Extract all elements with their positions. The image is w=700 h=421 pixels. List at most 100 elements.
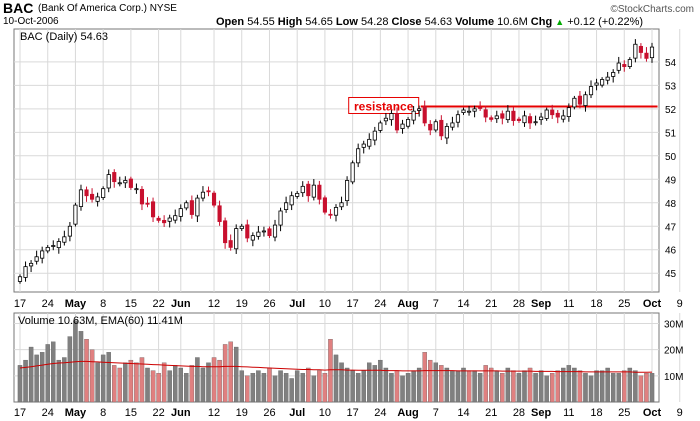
- volume-bar: [100, 354, 106, 403]
- volume-x-tick-label: 10: [319, 407, 331, 419]
- candle-body: [616, 62, 621, 71]
- candle-body: [317, 184, 322, 200]
- volume-bar: [339, 362, 344, 403]
- candle-body: [478, 107, 483, 109]
- candle-body: [162, 219, 167, 224]
- price-x-tick-label: May: [65, 298, 87, 310]
- volume-x-tick-label: Aug: [397, 407, 418, 419]
- volume-bar: [444, 367, 450, 403]
- candle-body: [272, 224, 278, 238]
- volume-bar: [466, 370, 472, 403]
- candle-body: [228, 240, 233, 248]
- price-x-tick-label: Jul: [289, 298, 305, 310]
- candle-body: [333, 207, 339, 216]
- volume-bar: [156, 373, 161, 403]
- candle-body: [23, 266, 28, 278]
- volume-bar: [245, 375, 250, 403]
- candle-body: [234, 228, 239, 250]
- candle-body: [649, 46, 655, 59]
- volume-bar: [167, 370, 172, 403]
- volume-bar: [211, 357, 217, 403]
- volume-x-tick-label: 25: [618, 407, 630, 419]
- volume-x-tick-label: 9: [677, 407, 683, 419]
- price-x-tick-label: Jun: [171, 298, 191, 310]
- volume-legend: Volume 10.63M, EMA(60) 11.41M: [18, 315, 183, 327]
- volume-x-tick-label: May: [65, 407, 87, 419]
- candle-body: [95, 196, 100, 202]
- candle-body: [145, 202, 150, 205]
- candle-body: [539, 116, 544, 121]
- open-value: 54.55: [247, 16, 275, 28]
- volume-axis: 10M 20M 30M: [664, 319, 683, 382]
- volume-bar: [583, 373, 588, 403]
- candle-body: [383, 117, 388, 122]
- volume-bar: [599, 370, 605, 403]
- volume-bar: [461, 367, 466, 403]
- volume-bar: [134, 362, 139, 403]
- candle-body: [112, 172, 117, 183]
- candle-body: [128, 178, 133, 188]
- candle-body: [62, 236, 67, 243]
- candle-body: [106, 174, 111, 189]
- price-x-axis: 17 24 May 8 15 22 Jun 12 19 26 Jul 10 17 24 Aug 7 14 21 28…: [14, 298, 683, 310]
- volume-bars: [17, 320, 655, 403]
- price-x-tick-label: 7: [433, 298, 439, 310]
- resistance-label-box: [348, 96, 420, 114]
- candle-body: [306, 183, 311, 197]
- volume-bar: [477, 373, 483, 403]
- volume-bar: [394, 370, 400, 403]
- price-x-tick-label: 19: [236, 298, 248, 310]
- price-legend: BAC (Daily) 54.63: [20, 31, 108, 43]
- candle-body: [411, 110, 416, 121]
- volume-x-tick-label: 17: [347, 407, 359, 419]
- volume-bar: [644, 373, 649, 403]
- volume-bar: [344, 367, 350, 403]
- close-value: 54.63: [424, 16, 453, 28]
- volume-bar: [294, 370, 300, 403]
- volume-bar: [372, 365, 378, 403]
- candle-body: [450, 122, 455, 128]
- price-x-tick-label: 15: [125, 298, 137, 310]
- volume-bar: [505, 367, 511, 403]
- candle-body: [378, 122, 383, 131]
- triangle-up-icon: ▲: [555, 17, 565, 27]
- volume-bar: [172, 365, 178, 403]
- price-axis: 45 46 47 48 49 50 51 52 53 54: [665, 58, 677, 280]
- price-tick-label: 46: [665, 246, 677, 257]
- price-tick-label: 48: [665, 199, 677, 210]
- price-x-tick-label: 22: [152, 298, 164, 310]
- volume-x-tick-label: 12: [208, 407, 220, 419]
- candle-body: [173, 215, 178, 221]
- volume-bar: [161, 362, 167, 403]
- volume-bar: [494, 370, 500, 403]
- volume-bar: [217, 359, 222, 403]
- candle-body: [56, 241, 61, 249]
- volume-bar: [383, 367, 389, 403]
- watermark: ©StockCharts.com: [610, 4, 694, 15]
- price-x-tick-label: 10: [319, 298, 331, 310]
- candle-body: [572, 97, 577, 108]
- volume-bar: [189, 365, 195, 403]
- price-x-tick-label: Aug: [397, 298, 418, 310]
- volume-bar: [400, 375, 405, 403]
- volume-bar: [62, 357, 67, 403]
- price-tick-label: 53: [665, 81, 677, 92]
- low-value: 54.28: [360, 16, 389, 28]
- volume-bar: [184, 373, 189, 403]
- candle-body: [345, 180, 350, 202]
- volume-bar: [522, 370, 527, 403]
- candle-body: [400, 123, 405, 129]
- volume-x-tick-label: 14: [457, 407, 469, 419]
- volume-bar: [23, 359, 28, 403]
- price-x-tick-label: 8: [100, 298, 106, 310]
- price-x-tick-label: 28: [513, 298, 525, 310]
- candle-body: [184, 202, 189, 209]
- candle-body: [600, 79, 605, 86]
- volume-bar: [544, 375, 549, 403]
- candle-body: [78, 189, 84, 207]
- candle-body: [245, 224, 250, 239]
- volume-bar: [67, 336, 73, 403]
- candle-body: [139, 188, 145, 205]
- candle-body: [483, 109, 488, 118]
